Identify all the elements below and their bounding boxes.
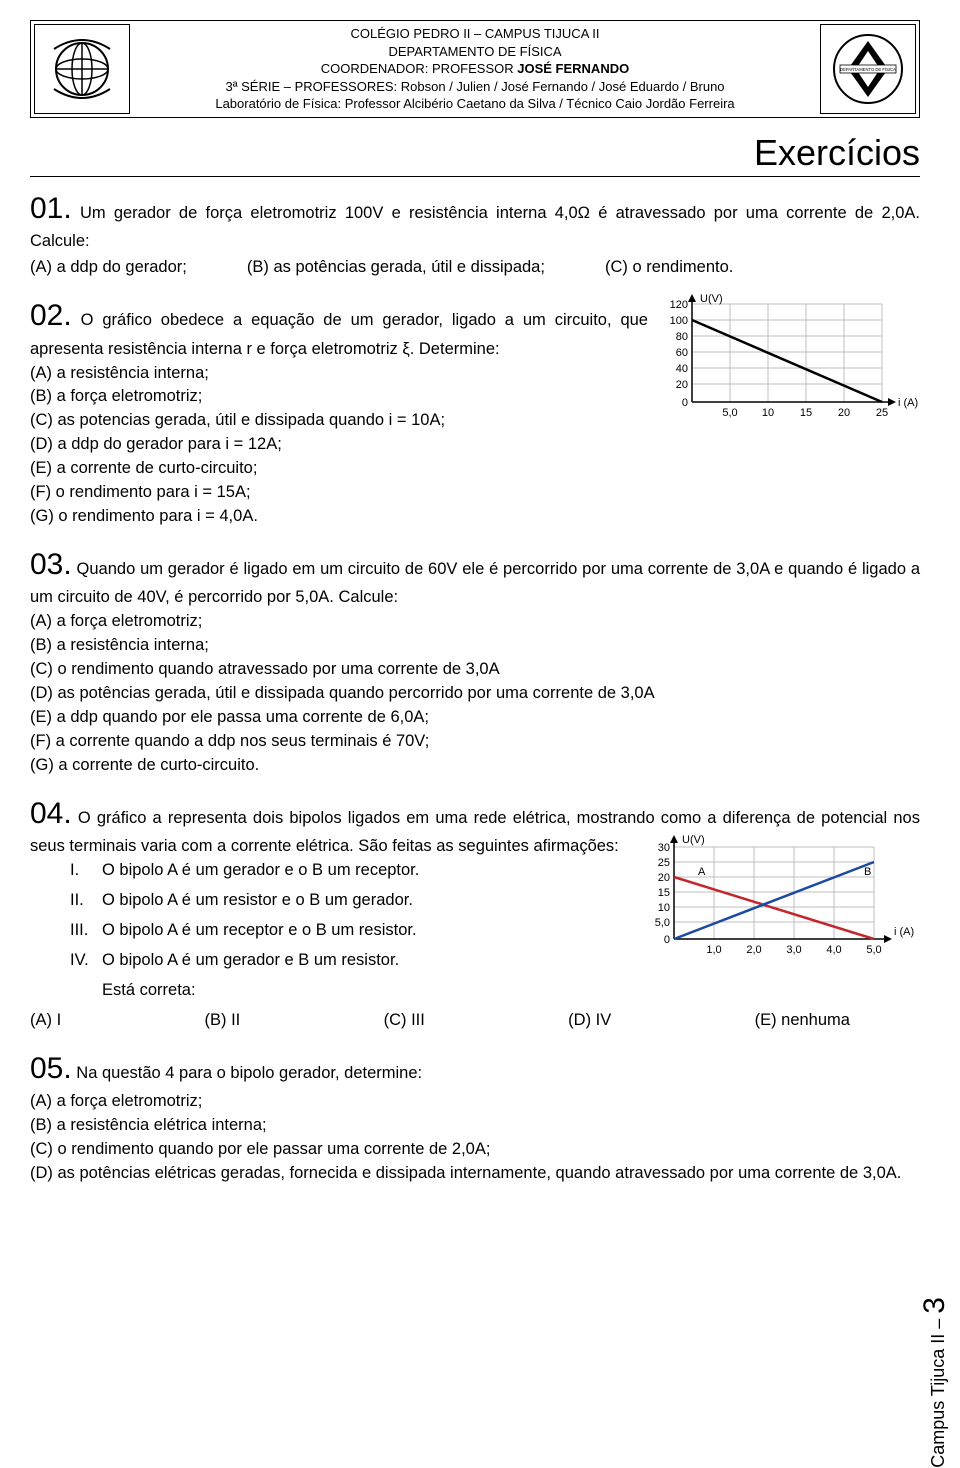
q01-opt-a: (A) a ddp do gerador; [30,256,187,280]
q02-f: (F) o rendimento para i = 15A; [30,481,920,505]
q03-e: (E) a ddp quando por ele passa uma corre… [30,706,920,730]
q02-num: 02. [30,299,72,332]
q01-opt-c: (C) o rendimento. [605,256,733,280]
svg-text:30: 30 [658,842,670,854]
page-side-label: Campus Tijuca II – 3 [918,1297,952,1468]
question-03: 03. Quando um gerador é ligado em um cir… [30,543,920,778]
q02-chart: 120 100 80 60 40 20 0 [660,294,920,444]
question-01: 01. Um gerador de força eletromotriz 100… [30,187,920,280]
svg-text:10: 10 [658,902,670,914]
svg-text:A: A [698,866,706,878]
q03-g: (G) a corrente de curto-circuito. [30,754,920,778]
svg-text:B: B [864,866,871,878]
svg-text:1,0: 1,0 [706,944,721,956]
svg-text:0: 0 [682,397,688,409]
svg-text:i (A): i (A) [894,926,914,938]
q04-i3: O bipolo A é um receptor e o B um resist… [102,921,417,939]
svg-text:15: 15 [658,887,670,899]
header-text: COLÉGIO PEDRO II – CAMPUS TIJUCA II DEPA… [133,21,817,117]
q04-chart: 30 25 20 15 10 5,0 0 [640,835,920,985]
q04-i2: O bipolo A é um resistor e o B um gerado… [102,891,413,909]
header-line1: COLÉGIO PEDRO II – CAMPUS TIJUCA II [139,25,811,43]
q05-text: Na questão 4 para o bipolo gerador, dete… [72,1064,422,1082]
svg-text:U(V): U(V) [682,835,705,846]
svg-text:10: 10 [762,407,774,419]
doc-header: COLÉGIO PEDRO II – CAMPUS TIJUCA II DEPA… [30,20,920,118]
q03-a: (A) a força eletromotriz; [30,610,920,634]
globe-icon [42,29,122,109]
logo-left [34,24,130,114]
q04-opt-d: (D) IV [568,1009,611,1033]
q05-d: (D) as potências elétricas geradas, forn… [30,1162,920,1186]
q04-opt-a: (A) I [30,1009,61,1033]
q03-b: (B) a resistência interna; [30,634,920,658]
question-05: 05. Na questão 4 para o bipolo gerador, … [30,1047,920,1186]
svg-text:4,0: 4,0 [826,944,841,956]
svg-text:20: 20 [838,407,850,419]
svg-text:60: 60 [676,347,688,359]
q01-opt-b: (B) as potências gerada, útil e dissipad… [247,256,545,280]
q04-prompt: Está correta: [102,981,196,999]
q01-text: Um gerador de força eletromotriz 100V e … [30,204,920,251]
question-04: 04. O gráfico a representa dois bipolos … [30,792,920,1033]
q03-num: 03. [30,548,72,581]
q05-a: (A) a força eletromotriz; [30,1090,920,1114]
q02-g: (G) o rendimento para i = 4,0A. [30,505,920,529]
svg-text:0: 0 [664,934,670,946]
q03-text: Quando um gerador é ligado em um circuit… [30,560,920,607]
svg-text:120: 120 [670,299,688,311]
svg-text:5,0: 5,0 [866,944,881,956]
svg-text:15: 15 [800,407,812,419]
svg-text:5,0: 5,0 [722,407,737,419]
q04-opt-e: (E) nenhuma [755,1009,850,1033]
svg-text:DEPARTAMENTO DE FÍSICA: DEPARTAMENTO DE FÍSICA [840,67,896,72]
svg-text:100: 100 [670,315,688,327]
svg-text:5,0: 5,0 [655,917,670,929]
svg-text:25: 25 [876,407,888,419]
header-line5: Laboratório de Física: Professor Alcibér… [139,95,811,113]
q03-f: (F) a corrente quando a ddp nos seus ter… [30,730,920,754]
q04-opt-b: (B) II [205,1009,241,1033]
q03-d: (D) as potências gerada, útil e dissipad… [30,682,920,706]
q02-text: O gráfico obedece a equação de um gerado… [30,311,648,358]
svg-text:80: 80 [676,331,688,343]
q04-num: 04. [30,797,72,830]
q05-c: (C) o rendimento quando por ele passar u… [30,1138,920,1162]
q03-c: (C) o rendimento quando atravessado por … [30,658,920,682]
svg-text:20: 20 [658,872,670,884]
q02-e: (E) a corrente de curto-circuito; [30,457,920,481]
q04-i1: O bipolo A é um gerador e o B um recepto… [102,861,419,879]
header-line2: DEPARTAMENTO DE FÍSICA [139,43,811,61]
svg-text:U(V): U(V) [700,294,723,305]
svg-text:2,0: 2,0 [746,944,761,956]
q04-opt-c: (C) III [384,1009,425,1033]
header-line4: 3ª SÉRIE – PROFESSORES: Robson / Julien … [139,78,811,96]
svg-text:3,0: 3,0 [786,944,801,956]
question-02: 120 100 80 60 40 20 0 [30,294,920,529]
q04-i4: O bipolo A é um gerador e B um resistor. [102,951,399,969]
page-title: Exercícios [30,126,920,177]
svg-text:i (A): i (A) [898,397,918,409]
q01-num: 01. [30,192,72,225]
header-line3: COORDENADOR: PROFESSOR JOSÉ FERNANDO [139,60,811,78]
dept-badge-icon: DEPARTAMENTO DE FÍSICA [828,29,908,109]
q05-num: 05. [30,1052,72,1085]
q05-b: (B) a resistência elétrica interna; [30,1114,920,1138]
svg-text:20: 20 [676,379,688,391]
logo-right: DEPARTAMENTO DE FÍSICA [820,24,916,114]
q04-options: (A) I (B) II (C) III (D) IV (E) nenhuma [30,1009,850,1033]
svg-text:25: 25 [658,857,670,869]
svg-text:40: 40 [676,363,688,375]
